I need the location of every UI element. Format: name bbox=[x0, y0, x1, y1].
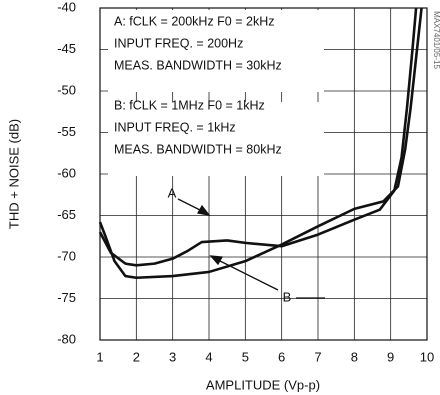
y-tick-label: -45 bbox=[57, 41, 76, 56]
legend-box bbox=[108, 102, 324, 176]
annotation: MEAS. BANDWIDTH = 30kHz bbox=[114, 58, 282, 72]
y-tick-label: -40 bbox=[57, 0, 76, 14]
y-axis-label: THD + NOISE (dB) bbox=[6, 119, 21, 229]
annotation: B: fCLK = 1MHz F0 = 1kHz bbox=[114, 98, 265, 112]
y-tick-label: -70 bbox=[57, 248, 76, 263]
x-tick-label: 8 bbox=[351, 349, 358, 364]
annotation: MEAS. BANDWIDTH = 80kHz bbox=[114, 142, 282, 156]
x-tick-label: 10 bbox=[420, 349, 434, 364]
x-tick-label: 4 bbox=[205, 349, 212, 364]
x-tick-label: 7 bbox=[314, 349, 321, 364]
y-tick-label: -60 bbox=[57, 165, 76, 180]
y-tick-label: -50 bbox=[57, 82, 76, 97]
x-axis-label: AMPLITUDE (Vp-p) bbox=[206, 377, 320, 392]
annotation: INPUT FREQ. = 200Hz bbox=[114, 36, 243, 50]
x-tick-label: 3 bbox=[169, 349, 176, 364]
curve-label: A bbox=[168, 185, 177, 200]
curve bbox=[98, 7, 418, 267]
arrowhead bbox=[209, 255, 224, 266]
y-tick-label: -80 bbox=[57, 331, 76, 346]
y-tick-label: -55 bbox=[57, 124, 76, 139]
curve bbox=[98, 7, 423, 280]
x-tick-label: 2 bbox=[133, 349, 140, 364]
annotation: INPUT FREQ. = 1kHz bbox=[114, 120, 236, 134]
legend-box bbox=[108, 10, 324, 92]
x-tick-label: 9 bbox=[387, 349, 394, 364]
plot-frame bbox=[99, 7, 428, 341]
y-tick-label: -65 bbox=[57, 207, 76, 222]
part-number: MAX7401/05-15 bbox=[432, 11, 440, 69]
x-tick-label: 6 bbox=[278, 349, 285, 364]
curve-label: B bbox=[283, 289, 292, 304]
annotation: A: fCLK = 200kHz F0 = 2kHz bbox=[114, 14, 275, 28]
x-tick-label: 1 bbox=[96, 349, 103, 364]
arrowhead bbox=[196, 204, 211, 216]
y-tick-label: -75 bbox=[57, 290, 76, 305]
pointer-b bbox=[215, 258, 279, 291]
x-tick-label: 5 bbox=[242, 349, 249, 364]
